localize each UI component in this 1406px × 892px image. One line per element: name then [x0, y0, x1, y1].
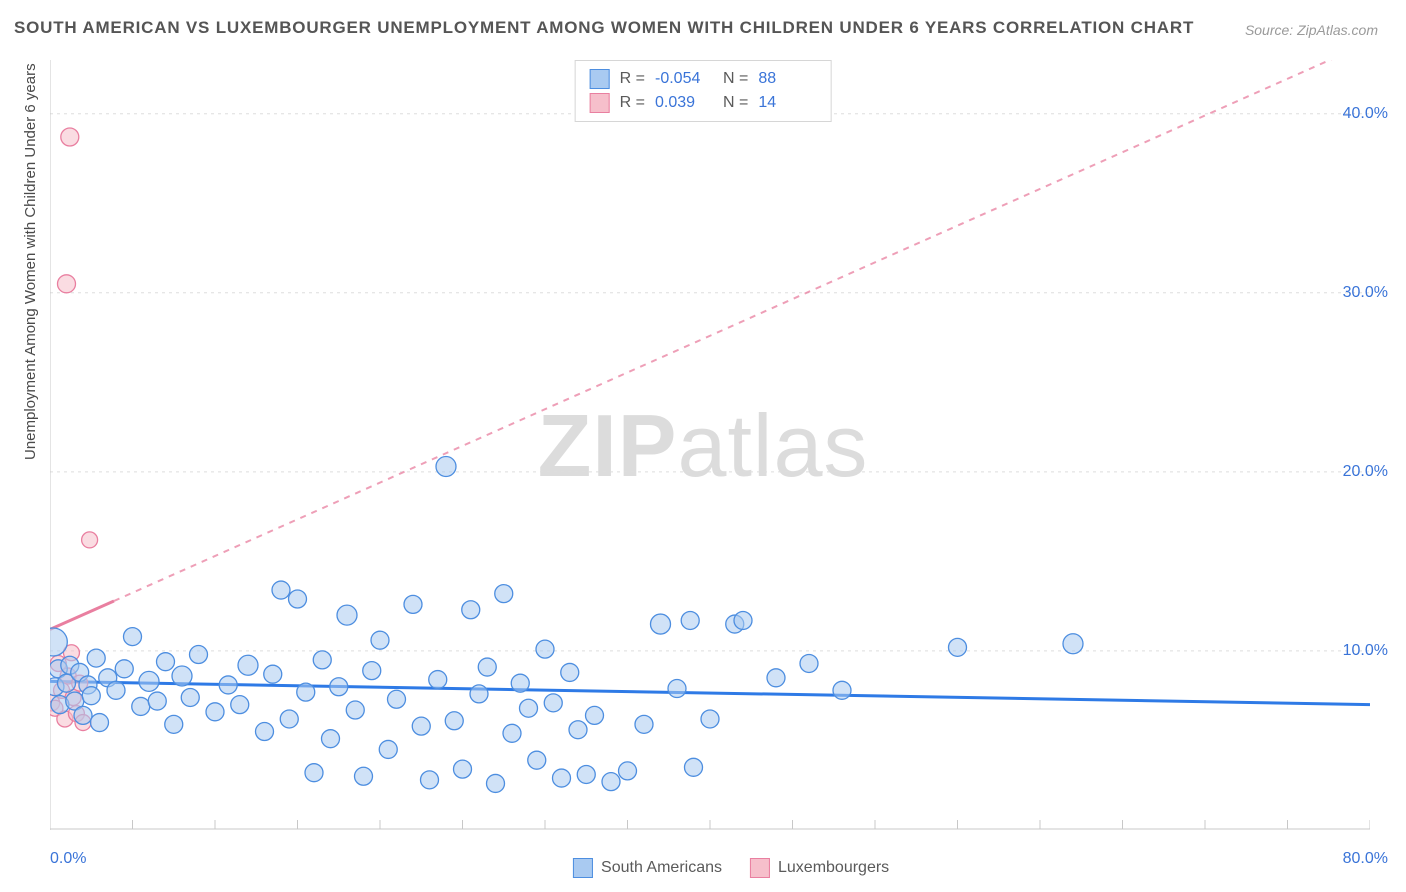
legend-swatch-south-americans [573, 858, 593, 878]
r-label: R = [620, 91, 645, 115]
y-tick-label: 40.0% [1343, 105, 1388, 123]
legend: South Americans Luxembourgers [573, 858, 889, 878]
legend-label-lu: Luxembourgers [778, 859, 889, 877]
r-value-sa: -0.054 [655, 67, 713, 91]
n-value-lu: 14 [758, 91, 816, 115]
stats-row-lu: R = 0.039 N = 14 [590, 91, 817, 115]
n-label: N = [723, 91, 748, 115]
y-tick-label: 20.0% [1343, 463, 1388, 481]
legend-item-lu: Luxembourgers [750, 858, 889, 878]
y-tick-label: 10.0% [1343, 642, 1388, 660]
stats-row-sa: R = -0.054 N = 88 [590, 67, 817, 91]
scatter-plot [50, 60, 1370, 830]
legend-label-sa: South Americans [601, 859, 722, 877]
r-value-lu: 0.039 [655, 91, 713, 115]
correlation-stats-box: R = -0.054 N = 88 R = 0.039 N = 14 [575, 60, 832, 122]
legend-swatch-luxembourgers [750, 858, 770, 878]
n-value-sa: 88 [758, 67, 816, 91]
swatch-south-americans [590, 69, 610, 89]
y-axis-label: Unemployment Among Women with Children U… [22, 63, 39, 460]
legend-item-sa: South Americans [573, 858, 722, 878]
r-label: R = [620, 67, 645, 91]
plot-svg [50, 60, 1370, 830]
chart-title: SOUTH AMERICAN VS LUXEMBOURGER UNEMPLOYM… [14, 18, 1194, 38]
n-label: N = [723, 67, 748, 91]
y-tick-label: 30.0% [1343, 284, 1388, 302]
x-tick-max: 80.0% [1343, 850, 1388, 868]
source-attribution: Source: ZipAtlas.com [1245, 22, 1378, 38]
x-tick-min: 0.0% [50, 850, 86, 868]
swatch-luxembourgers [590, 93, 610, 113]
